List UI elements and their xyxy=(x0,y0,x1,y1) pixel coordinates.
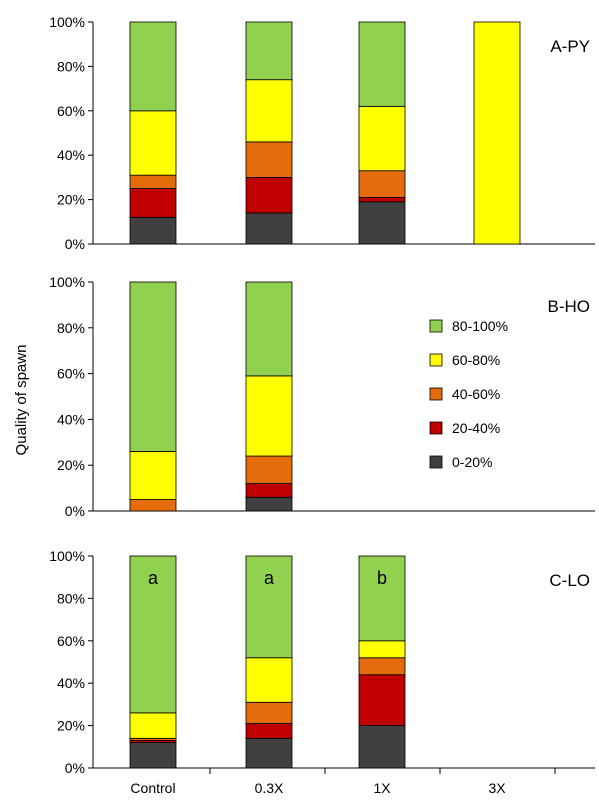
bar-segment-0-20pct xyxy=(245,212,293,245)
bar-segment-20-40pct xyxy=(245,723,293,739)
legend-label: 20-40% xyxy=(452,420,500,436)
bar-segment-60-80pct xyxy=(473,21,521,245)
panel-title: A-PY xyxy=(550,37,590,56)
y-tick-label: 0% xyxy=(65,760,85,776)
bar-segment-60-80pct xyxy=(129,451,177,500)
chart-panels: 0% 20% 40% 60% 80% 100% A-PY 0% 20% 40% 60% 80% 100%… xyxy=(49,14,595,776)
panel-c-lo: 0% 20% 40% 60% 80% 100% C-LO a a b xyxy=(49,548,595,776)
y-tick-label: 40% xyxy=(57,147,85,163)
bar-segment-40-60pct xyxy=(129,499,177,512)
y-tick-label: 80% xyxy=(57,590,85,606)
y-tick-label: 20% xyxy=(57,718,85,734)
bar-segment-0-20pct xyxy=(358,725,406,769)
legend-label: 0-20% xyxy=(452,454,492,470)
bar-segment-40-60pct xyxy=(129,174,177,189)
bar-segment-80-100pct xyxy=(129,21,177,112)
x-axis-labels: Control 0.3X 1X 3X xyxy=(130,780,506,796)
y-tick-label: 40% xyxy=(57,675,85,691)
bar-segment-60-80pct xyxy=(129,712,177,739)
bar-segment-60-80pct xyxy=(358,640,406,659)
bar-segment-60-80pct xyxy=(245,657,293,703)
bar-segment-0-20pct xyxy=(245,737,293,769)
bar-segment-60-80pct xyxy=(358,105,406,172)
bar-segment-80-100pct xyxy=(358,555,406,642)
bar-segment-40-60pct xyxy=(358,657,406,676)
y-tick-label: 20% xyxy=(57,457,85,473)
bar-segment-40-60pct xyxy=(245,701,293,724)
y-tick-label: 100% xyxy=(49,274,85,290)
legend-swatch xyxy=(429,353,443,367)
bar-segment-0-20pct xyxy=(245,496,293,512)
panel-a-py: 0% 20% 40% 60% 80% 100% A-PY xyxy=(49,14,595,252)
bar-segment-20-40pct xyxy=(245,483,293,498)
bar-segment-80-100pct xyxy=(129,281,177,452)
x-tick-label: Control xyxy=(130,780,175,796)
bar-segment-40-60pct xyxy=(245,141,293,178)
y-tick-label: 100% xyxy=(49,548,85,564)
bar-segment-80-100pct xyxy=(245,555,293,659)
bar-segment-80-100pct xyxy=(129,555,177,714)
legend-swatch xyxy=(429,387,443,401)
y-tick-label: 80% xyxy=(57,320,85,336)
legend-swatch xyxy=(429,319,443,333)
bar-segment-0-20pct xyxy=(129,216,177,245)
panel-title: B-HO xyxy=(548,297,591,316)
y-tick-label: 60% xyxy=(57,633,85,649)
y-tick-label: 60% xyxy=(57,103,85,119)
legend-swatch xyxy=(429,455,443,469)
panel-title: C-LO xyxy=(549,571,590,590)
y-tick-label: 0% xyxy=(65,503,85,519)
legend: 80-100% 60-80% 40-60% 20-40% 0-20% xyxy=(429,318,508,470)
bar-segment-0-20pct xyxy=(129,742,177,769)
x-tick-label: 1X xyxy=(373,780,391,796)
bar-segment-60-80pct xyxy=(245,79,293,143)
bar-annotation: a xyxy=(264,568,275,588)
legend-swatch xyxy=(429,421,443,435)
x-tick-label: 0.3X xyxy=(255,780,284,796)
bar-segment-40-60pct xyxy=(245,455,293,484)
legend-label: 80-100% xyxy=(452,318,508,334)
legend-label: 60-80% xyxy=(452,352,500,368)
y-axis-label: Quality of spawn xyxy=(13,345,30,456)
bar-segment-80-100pct xyxy=(245,21,293,81)
bar-segment-40-60pct xyxy=(358,170,406,198)
bar-annotation: a xyxy=(148,568,159,588)
y-tick-label: 0% xyxy=(65,236,85,252)
legend-label: 40-60% xyxy=(452,386,500,402)
bar-segment-20-40pct xyxy=(245,176,293,214)
y-tick-label: 20% xyxy=(57,192,85,208)
y-tick-label: 60% xyxy=(57,366,85,382)
y-tick-label: 40% xyxy=(57,411,85,427)
bar-segment-80-100pct xyxy=(245,281,293,377)
x-tick-label: 3X xyxy=(488,780,506,796)
bar-segment-20-40pct xyxy=(129,188,177,218)
panel-b-ho: 0% 20% 40% 60% 80% 100% B-HO xyxy=(49,274,595,519)
y-tick-label: 80% xyxy=(57,58,85,74)
bar-segment-80-100pct xyxy=(358,21,406,107)
bar-segment-0-20pct xyxy=(358,201,406,245)
bar-segment-60-80pct xyxy=(245,375,293,457)
bar-segment-20-40pct xyxy=(358,674,406,726)
bar-annotation: b xyxy=(377,568,387,588)
bar-segment-60-80pct xyxy=(129,110,177,176)
bar-segment-20-40pct xyxy=(358,196,406,203)
y-tick-label: 100% xyxy=(49,14,85,30)
